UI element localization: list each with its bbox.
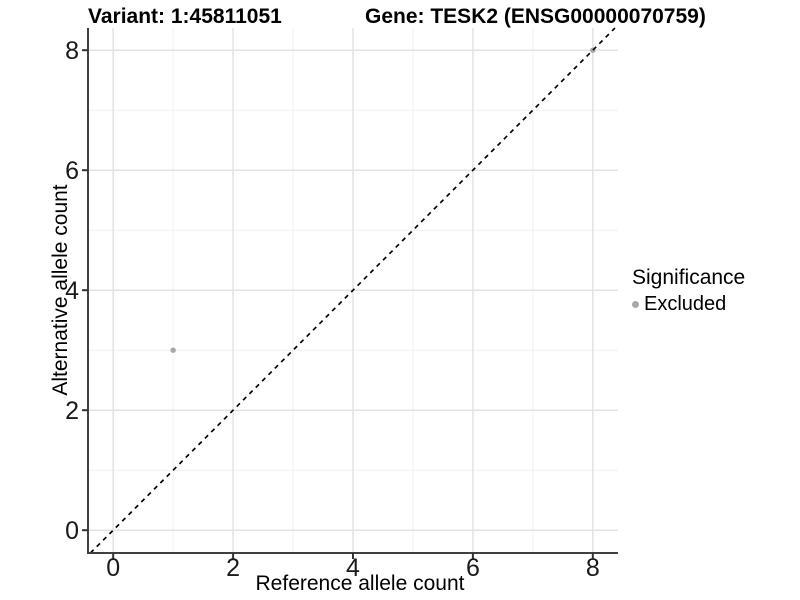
legend-title: Significance xyxy=(632,266,746,289)
gene-title: Gene: TESK2 (ENSG00000070759) xyxy=(365,5,706,28)
y-tick-label: 2 xyxy=(65,397,79,425)
x-tick-label: 4 xyxy=(346,554,360,582)
y-tick-label: 0 xyxy=(65,517,79,545)
x-tick-label: 0 xyxy=(106,554,120,582)
y-axis-title: Alternative allele count xyxy=(49,184,72,396)
legend-item-excluded: Excluded xyxy=(632,293,745,316)
y-tick-label: 6 xyxy=(65,157,79,185)
y-tick-label: 8 xyxy=(65,37,79,65)
legend: Significance Excluded xyxy=(632,266,745,316)
y-tick-label: 4 xyxy=(65,277,79,305)
legend-point-icon xyxy=(632,301,639,308)
variant-title: Variant: 1:45811051 xyxy=(88,5,282,28)
identity-dashed-line xyxy=(89,27,616,554)
x-tick-label: 6 xyxy=(466,554,480,582)
x-tick-label: 2 xyxy=(226,554,240,582)
x-axis-title: Reference allele count xyxy=(255,572,465,595)
data-point xyxy=(170,347,176,353)
legend-item-label: Excluded xyxy=(644,293,727,315)
x-tick-label: 8 xyxy=(586,554,600,582)
